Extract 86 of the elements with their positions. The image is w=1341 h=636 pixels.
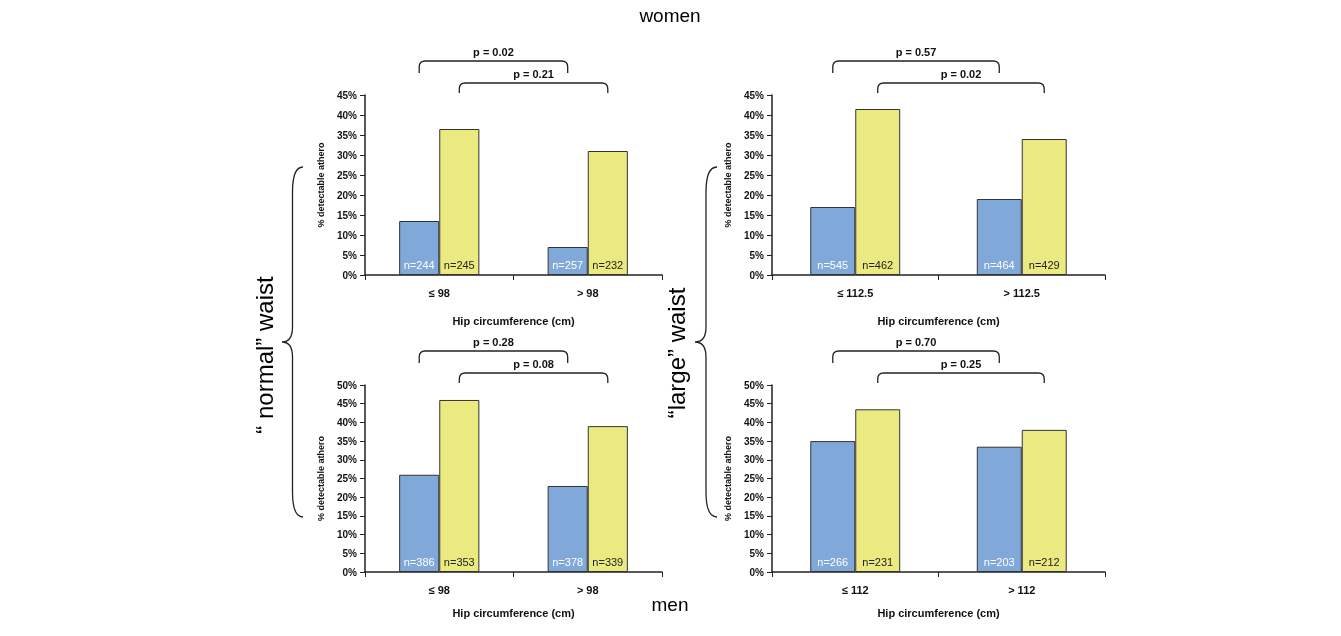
y-tick-label: 15% bbox=[336, 209, 358, 221]
y-tick-label: 20% bbox=[336, 189, 358, 201]
y-tick-label: 50% bbox=[743, 379, 765, 391]
y-tick-label: 25% bbox=[336, 473, 358, 484]
text: p = 0.02 bbox=[940, 68, 982, 80]
y-tick-label: 10% bbox=[743, 529, 765, 541]
annotation: n=232 bbox=[592, 259, 624, 271]
y-tick-label: 30% bbox=[743, 149, 765, 161]
x-tick-label: ≤ 98 bbox=[428, 583, 450, 596]
y-tick-label: 5% bbox=[342, 249, 358, 261]
y-tick-label: 40% bbox=[743, 109, 765, 121]
y-tick-label: 45% bbox=[336, 398, 358, 410]
y-tick-label: 40% bbox=[336, 109, 358, 121]
y-tick-label: 40% bbox=[336, 416, 358, 428]
annotation: n=257 bbox=[552, 259, 584, 271]
text: “ normal” waist bbox=[251, 276, 279, 434]
y-tick-label: 50% bbox=[336, 379, 358, 391]
y-tick-label: 35% bbox=[336, 435, 358, 447]
y-tick-label: 20% bbox=[336, 491, 358, 503]
annotation: n=266 bbox=[817, 556, 849, 568]
y-axis-title: % detectable athero bbox=[315, 141, 326, 228]
x-tick-label: ≤ 112.5 bbox=[837, 286, 874, 299]
y-tick-label: 30% bbox=[743, 454, 765, 466]
y-tick-label: 30% bbox=[336, 454, 358, 466]
annotation: n=386 bbox=[403, 556, 435, 568]
annotation: n=545 bbox=[817, 259, 849, 271]
annotation: n=464 bbox=[983, 259, 1015, 271]
annotation: n=244 bbox=[403, 259, 435, 271]
text: p = 0.28 bbox=[473, 336, 514, 348]
text: p = 0.25 bbox=[940, 358, 982, 370]
text: p = 0.57 bbox=[895, 46, 937, 58]
y-tick-label: 5% bbox=[749, 547, 765, 559]
y-tick-label: 25% bbox=[743, 473, 765, 484]
text: women bbox=[639, 5, 701, 27]
y-tick-label: 5% bbox=[342, 547, 358, 559]
x-axis-title: Hip circumference (cm) bbox=[452, 606, 575, 619]
y-tick-label: 0% bbox=[342, 269, 358, 281]
text: p = 0.02 bbox=[473, 46, 514, 58]
y-tick-label: 40% bbox=[743, 416, 765, 428]
text: p = 0.70 bbox=[895, 336, 937, 348]
x-tick-label: ≤ 112 bbox=[841, 583, 869, 596]
annotation: n=212 bbox=[1028, 556, 1060, 568]
y-tick-label: 15% bbox=[743, 209, 765, 221]
y-tick-label: 20% bbox=[743, 189, 765, 201]
x-tick-label: > 112.5 bbox=[1003, 286, 1040, 299]
annotation: n=339 bbox=[592, 556, 624, 568]
x-tick-label: ≤ 98 bbox=[428, 286, 450, 299]
y-tick-label: 0% bbox=[342, 566, 358, 578]
annotation: n=353 bbox=[443, 556, 475, 568]
y-tick-label: 20% bbox=[743, 491, 765, 503]
y-tick-label: 15% bbox=[743, 510, 765, 522]
y-tick-label: 45% bbox=[336, 89, 358, 101]
y-tick-label: 35% bbox=[336, 129, 358, 141]
text: p = 0.21 bbox=[513, 68, 554, 80]
y-axis-title: % detectable athero bbox=[722, 141, 733, 228]
x-axis-title: Hip circumference (cm) bbox=[452, 314, 575, 327]
x-tick-label: > 112 bbox=[1008, 583, 1036, 596]
y-tick-label: 45% bbox=[743, 89, 765, 101]
x-axis-title: Hip circumference (cm) bbox=[877, 314, 1000, 327]
y-tick-label: 15% bbox=[336, 510, 358, 522]
y-axis-title: % detectable athero bbox=[315, 435, 326, 522]
y-tick-label: 25% bbox=[336, 169, 358, 181]
x-axis-title: Hip circumference (cm) bbox=[877, 606, 1000, 619]
annotation: n=203 bbox=[983, 556, 1015, 568]
y-tick-label: 0% bbox=[749, 269, 765, 281]
text: men bbox=[651, 594, 689, 616]
y-tick-label: 35% bbox=[743, 435, 765, 447]
y-tick-label: 35% bbox=[743, 129, 765, 141]
annotation: n=231 bbox=[862, 556, 894, 568]
y-tick-label: 45% bbox=[743, 398, 765, 410]
y-tick-label: 5% bbox=[749, 249, 765, 261]
annotation: n=245 bbox=[443, 259, 475, 271]
y-tick-label: 25% bbox=[743, 169, 765, 181]
x-tick-label: > 98 bbox=[576, 286, 599, 299]
y-tick-label: 10% bbox=[336, 529, 358, 541]
y-tick-label: 0% bbox=[749, 566, 765, 578]
y-tick-label: 10% bbox=[743, 229, 765, 241]
annotation: n=429 bbox=[1028, 259, 1060, 271]
text: p = 0.08 bbox=[513, 358, 554, 370]
annotation: n=378 bbox=[552, 556, 584, 568]
annotation: n=462 bbox=[862, 259, 894, 271]
text: “large” waist bbox=[663, 287, 691, 419]
y-tick-label: 30% bbox=[336, 149, 358, 161]
x-tick-label: > 98 bbox=[576, 583, 599, 596]
y-tick-label: 10% bbox=[336, 229, 358, 241]
y-axis-title: % detectable athero bbox=[722, 435, 733, 522]
